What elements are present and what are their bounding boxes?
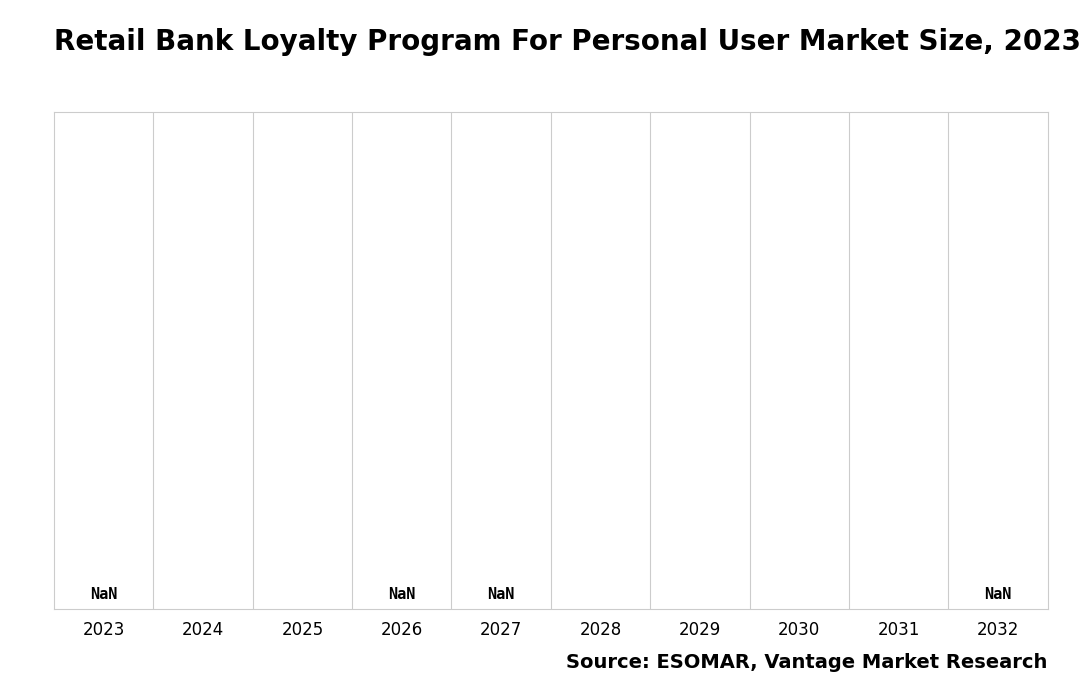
Text: Retail Bank Loyalty Program For Personal User Market Size, 2023 To 2032 (USD Bil: Retail Bank Loyalty Program For Personal… [54, 28, 1080, 56]
Text: NaN: NaN [388, 587, 416, 601]
Text: NaN: NaN [90, 587, 118, 601]
Text: NaN: NaN [984, 587, 1012, 601]
Text: NaN: NaN [487, 587, 515, 601]
Text: Source: ESOMAR, Vantage Market Research: Source: ESOMAR, Vantage Market Research [566, 653, 1048, 672]
